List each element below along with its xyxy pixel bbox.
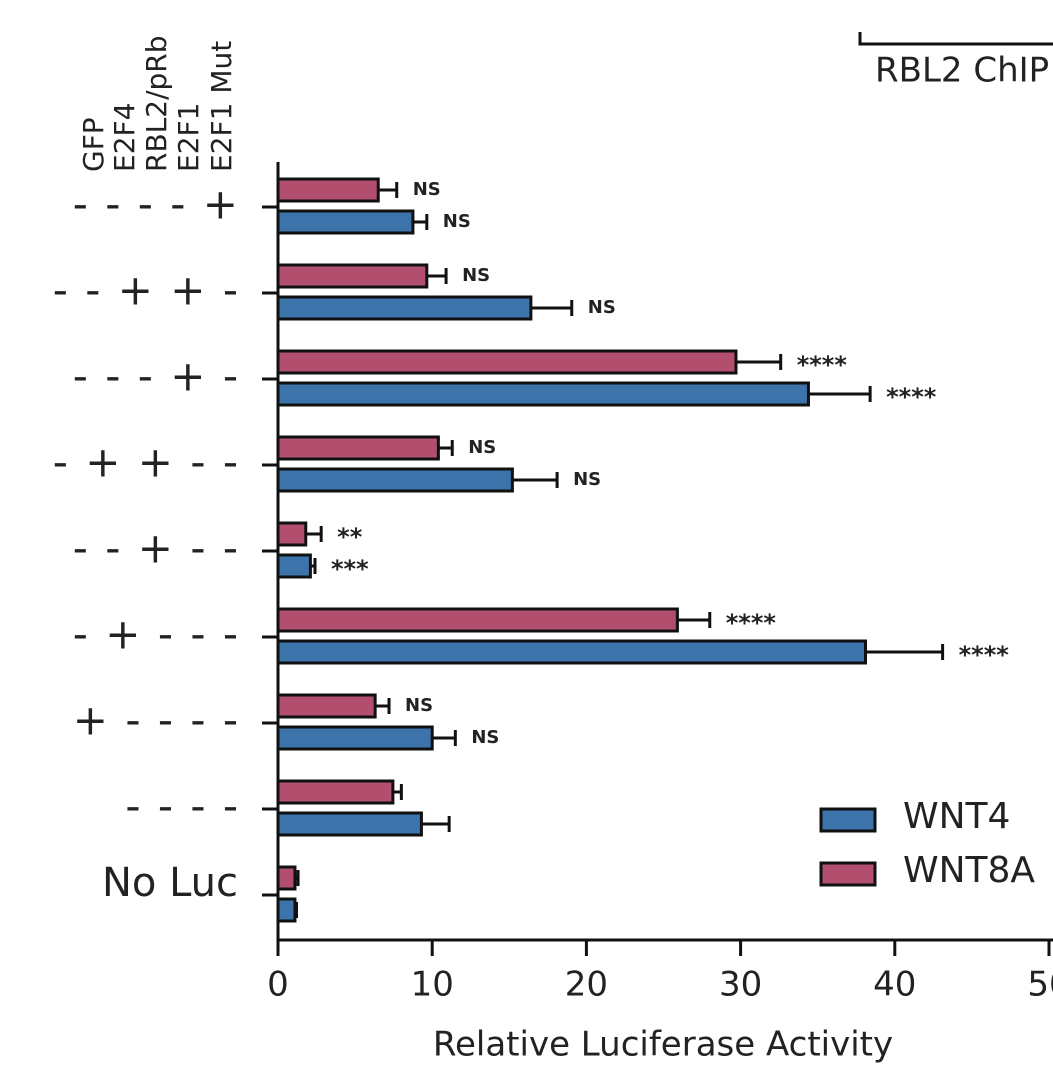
column-header: E2F4: [108, 103, 141, 172]
legend-label: WNT8A: [903, 850, 1035, 891]
row-label: - + + - -: [53, 438, 238, 487]
significance-label: ***: [331, 555, 369, 583]
bar: [276, 725, 434, 751]
column-header: E2F1 Mut: [205, 41, 238, 172]
significance-label: ****: [959, 641, 1010, 669]
significance-label: **: [337, 523, 363, 551]
significance-label: NS: [468, 437, 496, 458]
bar: [276, 897, 297, 923]
x-axis-label: Relative Luciferase Activity: [433, 1025, 893, 1065]
row-label: No Luc: [102, 860, 238, 906]
legend-label: WNT4: [903, 796, 1010, 837]
significance-label: NS: [413, 179, 441, 200]
significance-label: NS: [405, 695, 433, 716]
row-label: - + - - -: [73, 610, 238, 659]
significance-label: NS: [573, 469, 601, 490]
bar: [276, 553, 312, 579]
bar: [276, 811, 423, 837]
bar: [276, 521, 308, 547]
significance-label: NS: [443, 211, 471, 232]
row-label: - - + - -: [73, 524, 238, 573]
bar: [276, 177, 380, 203]
x-tick-label: 30: [719, 965, 762, 1005]
column-header: RBL2/pRb: [140, 35, 173, 172]
significance-label: ****: [797, 351, 848, 379]
bar: [276, 349, 738, 375]
x-tick-label: 50: [1027, 965, 1053, 1005]
row-label: - - - + -: [73, 352, 238, 401]
x-tick-label: 20: [565, 965, 608, 1005]
bar: [276, 467, 514, 493]
x-tick-label: 0: [267, 965, 289, 1005]
bar: [276, 295, 533, 321]
bar: [276, 865, 297, 891]
bar: [276, 435, 440, 461]
inset-bracket: [858, 32, 1053, 46]
bar: [276, 607, 679, 633]
row-label: + - - - -: [73, 696, 238, 745]
row-label: - - - - +: [73, 180, 238, 229]
significance-label: NS: [471, 727, 499, 748]
x-tick-label: 10: [411, 965, 454, 1005]
bar: [276, 263, 429, 289]
row-label: - - + + -: [53, 266, 238, 315]
column-header: GFP: [77, 117, 110, 172]
row-label: - - - -: [125, 782, 238, 831]
bar: [276, 381, 810, 407]
significance-label: NS: [462, 265, 490, 286]
x-tick-label: 40: [873, 965, 916, 1005]
significance-label: ****: [726, 609, 777, 637]
legend-swatch: [819, 807, 877, 833]
significance-label: NS: [588, 297, 616, 318]
bar: [276, 693, 377, 719]
bar: [276, 639, 868, 665]
significance-label: ****: [886, 383, 937, 411]
bar: [276, 209, 415, 235]
column-header: E2F1: [172, 103, 205, 172]
bar: [276, 779, 395, 805]
legend-swatch: [819, 861, 877, 887]
inset-label: RBL2 ChIP: [875, 51, 1049, 91]
